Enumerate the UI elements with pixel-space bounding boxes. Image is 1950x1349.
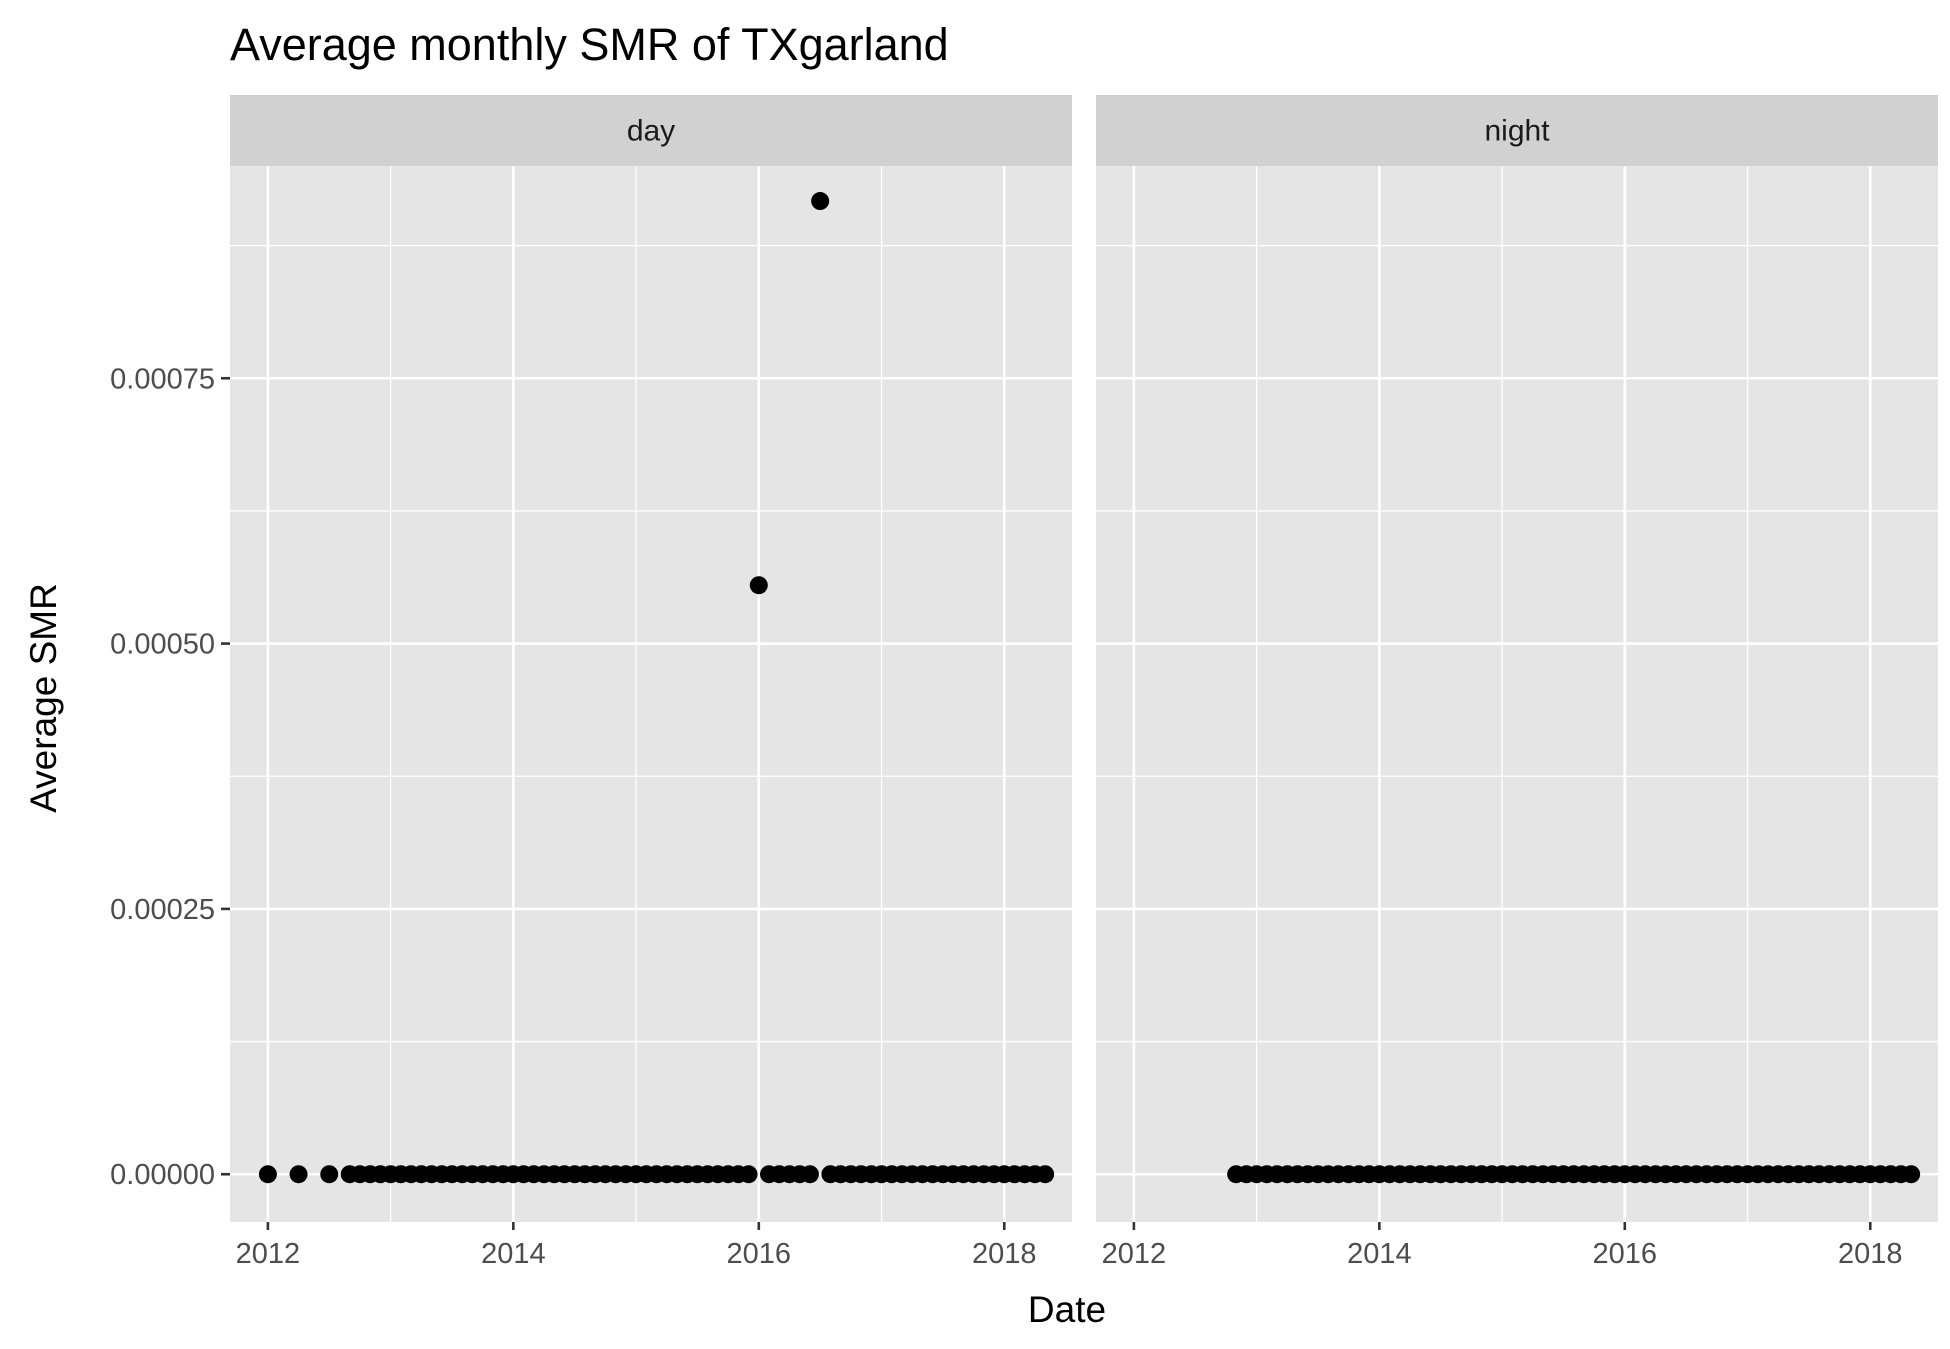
panel-background xyxy=(1096,166,1938,1222)
chart-title: Average monthly SMR of TXgarland xyxy=(230,19,949,70)
x-tick-label: 2012 xyxy=(1102,1238,1167,1270)
panel-night: night 2012 2014 2016 2018 xyxy=(1096,95,1938,1270)
panel-background xyxy=(230,166,1072,1222)
x-tick-label: 2012 xyxy=(236,1238,301,1270)
y-axis: 0.00000 0.00025 0.00050 0.00075 xyxy=(110,363,230,1191)
y-tick-label: 0.00075 xyxy=(110,363,215,395)
y-tick-label: 0.00000 xyxy=(110,1159,215,1191)
data-point xyxy=(320,1165,339,1184)
facet-strip-label: night xyxy=(1484,115,1550,148)
x-tick-label: 2016 xyxy=(727,1238,792,1270)
data-point xyxy=(1902,1165,1921,1184)
facet-strip xyxy=(230,95,1072,166)
y-axis-title: Average SMR xyxy=(23,583,64,813)
data-point xyxy=(811,192,830,211)
panel-day: day 2012 2014 2016 2018 xyxy=(230,95,1072,1270)
facet-strip-label: day xyxy=(627,115,675,148)
data-point xyxy=(800,1165,819,1184)
x-tick-label: 2014 xyxy=(1347,1238,1412,1270)
y-tick-label: 0.00050 xyxy=(110,629,215,661)
x-tick-label: 2018 xyxy=(972,1238,1037,1270)
facet-strip xyxy=(1096,95,1938,166)
panels: day 2012 2014 2016 2018 night 2012 2014 2016 2018 xyxy=(230,95,1938,1270)
data-point xyxy=(739,1165,758,1184)
x-tick-label: 2018 xyxy=(1838,1238,1903,1270)
x-axis-title: Date xyxy=(1028,1289,1106,1330)
x-tick-label: 2014 xyxy=(481,1238,546,1270)
x-tick-label: 2016 xyxy=(1593,1238,1658,1270)
y-tick-label: 0.00025 xyxy=(110,894,215,926)
data-point xyxy=(749,576,768,595)
data-point xyxy=(1036,1165,1055,1184)
data-point xyxy=(289,1165,308,1184)
data-point xyxy=(258,1165,277,1184)
